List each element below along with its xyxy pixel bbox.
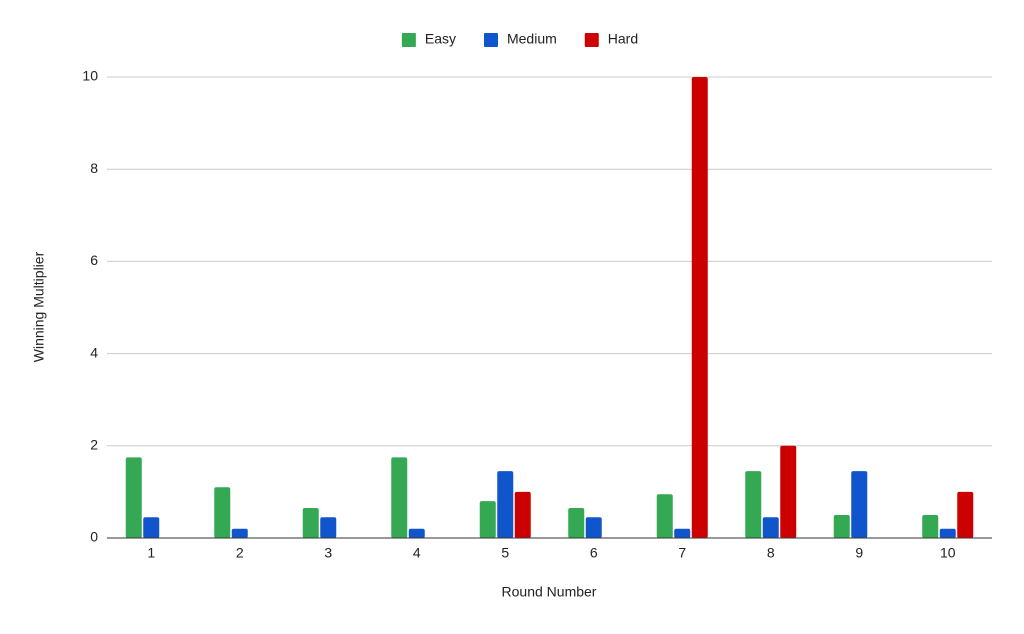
- y-tick-label: 6: [90, 252, 98, 268]
- x-tick-label: 8: [767, 545, 775, 561]
- legend-label: Hard: [608, 31, 638, 47]
- legend-label: Easy: [425, 31, 456, 47]
- bar: [302, 508, 319, 538]
- x-tick-label: 9: [855, 545, 863, 561]
- bar: [408, 528, 425, 538]
- bar: [762, 517, 779, 538]
- bar: [585, 517, 602, 538]
- x-tick-label: 7: [678, 545, 686, 561]
- x-tick-label: 4: [413, 545, 421, 561]
- bar: [231, 528, 248, 538]
- y-axis-title: Winning Multiplier: [31, 251, 47, 362]
- bar: [745, 471, 762, 538]
- bar: [674, 528, 691, 538]
- bar: [922, 514, 939, 538]
- x-tick-label: 5: [501, 545, 509, 561]
- bar: [656, 494, 673, 538]
- bar: [939, 528, 956, 538]
- bar: [391, 457, 408, 538]
- y-tick-label: 8: [90, 160, 98, 176]
- legend-swatch: [483, 33, 498, 47]
- y-tick-label: 10: [82, 68, 98, 84]
- bar: [497, 471, 514, 538]
- bar: [143, 517, 160, 538]
- bar: [851, 471, 868, 538]
- bar: [514, 491, 531, 538]
- bar: [780, 445, 797, 538]
- bar: [691, 77, 708, 538]
- bar: [320, 517, 337, 538]
- y-tick-label: 4: [90, 344, 98, 360]
- y-tick-label: 2: [90, 437, 98, 453]
- bar: [833, 514, 850, 538]
- y-tick-label: 0: [90, 529, 98, 545]
- bar: [957, 491, 974, 538]
- legend-swatch: [584, 33, 599, 47]
- bar: [125, 457, 142, 538]
- x-tick-label: 3: [324, 545, 332, 561]
- x-tick-label: 1: [147, 545, 155, 561]
- x-axis-title: Round Number: [502, 584, 597, 600]
- x-tick-label: 6: [590, 545, 598, 561]
- bar: [214, 487, 231, 538]
- x-tick-label: 2: [236, 545, 244, 561]
- legend-label: Medium: [507, 31, 557, 47]
- x-tick-label: 10: [940, 545, 956, 561]
- bar: [568, 508, 585, 538]
- legend-swatch: [401, 33, 416, 47]
- bar: [479, 501, 496, 538]
